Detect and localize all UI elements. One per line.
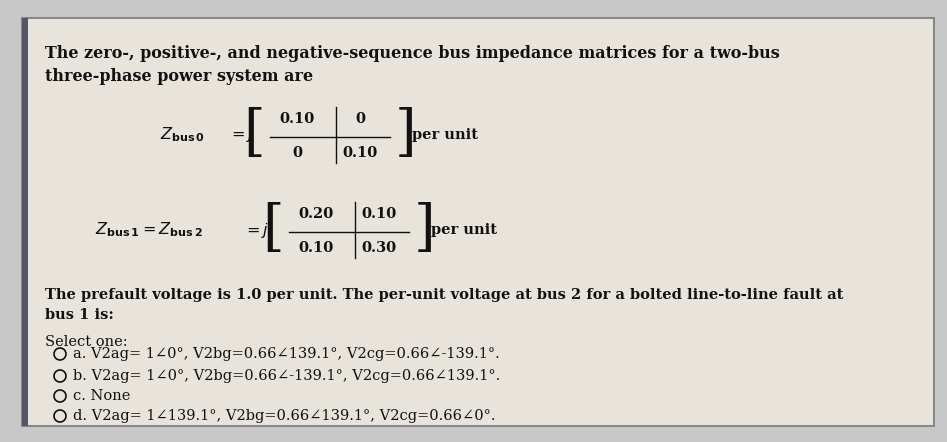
Text: The zero-, positive-, and negative-sequence bus impedance matrices for a two-bus: The zero-, positive-, and negative-seque… <box>45 45 779 62</box>
Text: bus 1 is:: bus 1 is: <box>45 308 114 322</box>
Text: 0.30: 0.30 <box>362 241 397 255</box>
Text: Select one:: Select one: <box>45 335 128 349</box>
Text: ]: ] <box>414 202 436 257</box>
Text: $Z_{\mathbf{bus\,1}} = Z_{\mathbf{bus\,2}}$: $Z_{\mathbf{bus\,1}} = Z_{\mathbf{bus\,2… <box>95 221 203 240</box>
Text: The prefault voltage is 1.0 per unit. The per-unit voltage at bus 2 for a bolted: The prefault voltage is 1.0 per unit. Th… <box>45 288 844 302</box>
Text: d. V2ag= 1∠139.1°, V2bg=0.66∠139.1°, V2cg=0.66∠0°.: d. V2ag= 1∠139.1°, V2bg=0.66∠139.1°, V2c… <box>73 409 495 423</box>
Text: [: [ <box>243 108 265 162</box>
Text: 0.10: 0.10 <box>343 146 378 160</box>
Text: c. None: c. None <box>73 389 131 403</box>
Text: 0.20: 0.20 <box>298 207 333 221</box>
Text: per unit: per unit <box>412 128 478 142</box>
Text: 0.10: 0.10 <box>362 207 397 221</box>
Text: 0.10: 0.10 <box>279 112 314 126</box>
Text: three-phase power system are: three-phase power system are <box>45 68 313 85</box>
Text: 0.10: 0.10 <box>298 241 333 255</box>
Text: 0: 0 <box>292 146 302 160</box>
Text: per unit: per unit <box>431 223 497 237</box>
Text: $Z_{\mathbf{bus\,0}}$: $Z_{\mathbf{bus\,0}}$ <box>160 126 205 145</box>
Text: a. V2ag= 1∠0°, V2bg=0.66∠139.1°, V2cg=0.66∠-139.1°.: a. V2ag= 1∠0°, V2bg=0.66∠139.1°, V2cg=0.… <box>73 347 500 361</box>
Text: [: [ <box>262 202 284 257</box>
Text: b. V2ag= 1∠0°, V2bg=0.66∠-139.1°, V2cg=0.66∠139.1°.: b. V2ag= 1∠0°, V2bg=0.66∠-139.1°, V2cg=0… <box>73 369 500 383</box>
Text: 0: 0 <box>355 112 365 126</box>
Text: ]: ] <box>395 108 417 162</box>
Text: $= j$: $= j$ <box>228 126 254 145</box>
Text: $= j$: $= j$ <box>243 221 269 240</box>
Bar <box>22 18 28 426</box>
